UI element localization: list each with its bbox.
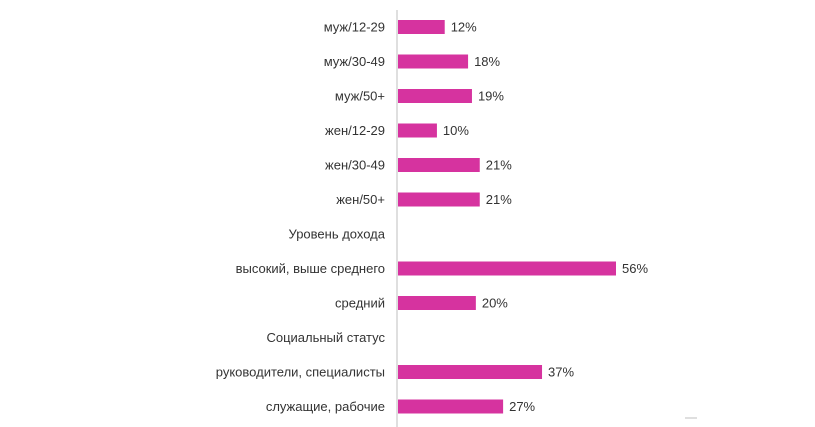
value-label: 19% [478, 89, 504, 104]
value-label: 37% [548, 365, 574, 380]
bar [398, 54, 469, 69]
bar [398, 89, 472, 103]
bar [398, 399, 504, 414]
category-label: жен/30-49 [325, 158, 385, 173]
category-label: муж/50+ [335, 89, 385, 104]
bar [398, 192, 480, 207]
category-label: жен/50+ [336, 192, 385, 207]
value-label: 18% [474, 54, 500, 69]
value-label: 56% [622, 261, 648, 276]
value-label: 21% [486, 158, 512, 173]
category-label: руководители, специалисты [216, 365, 385, 380]
value-label: 10% [443, 123, 469, 138]
bar [398, 261, 616, 276]
value-label: 21% [486, 192, 512, 207]
category-label: муж/12-29 [324, 20, 385, 35]
bar [398, 123, 437, 138]
category-label: муж/30-49 [324, 54, 385, 69]
category-label: средний [335, 296, 385, 311]
value-label: 27% [509, 399, 535, 414]
category-label: высокий, выше среднего [236, 261, 385, 276]
category-label: Социальный статус [266, 330, 385, 345]
category-label: жен/12-29 [325, 123, 385, 138]
bar [398, 296, 476, 310]
value-label: 20% [482, 296, 508, 311]
category-label: служащие, рабочие [266, 399, 385, 414]
bar [398, 20, 445, 34]
category-label: Уровень дохода [289, 227, 386, 242]
bar-rows: муж/12-29 12% муж/30-49 18% муж/50+ 19% жен/12… [216, 20, 649, 415]
bar [398, 158, 480, 172]
value-label: 12% [451, 20, 477, 35]
bar [398, 365, 543, 379]
